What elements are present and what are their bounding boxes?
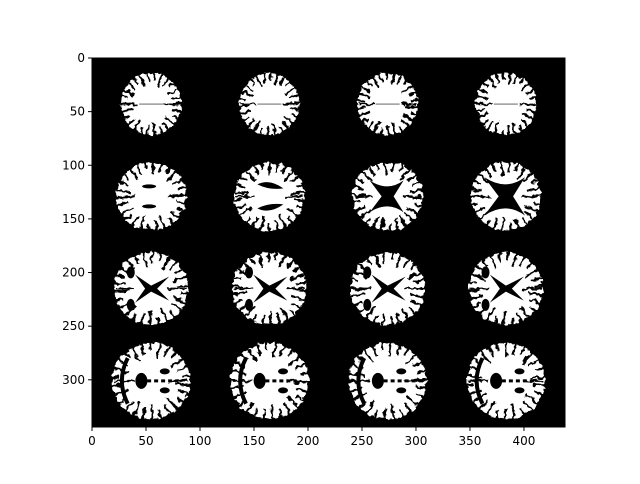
x-tick-label: 300 [405, 434, 428, 448]
x-tick-label: 350 [459, 434, 482, 448]
x-tick-label: 50 [138, 434, 153, 448]
x-tick-label: 200 [297, 434, 320, 448]
x-tick-label: 0 [88, 434, 96, 448]
y-tick-label: 100 [62, 158, 85, 172]
y-tick-label: 0 [77, 51, 85, 65]
x-tick-label: 250 [351, 434, 374, 448]
y-tick-label: 250 [62, 319, 85, 333]
x-tick-label: 400 [513, 434, 536, 448]
y-tick-label: 200 [62, 266, 85, 280]
x-tick-label: 100 [189, 434, 212, 448]
image-area [92, 58, 565, 427]
y-tick-label: 50 [70, 105, 85, 119]
x-tick-label: 150 [243, 434, 266, 448]
y-tick-label: 300 [62, 373, 85, 387]
y-tick-label: 150 [62, 212, 85, 226]
